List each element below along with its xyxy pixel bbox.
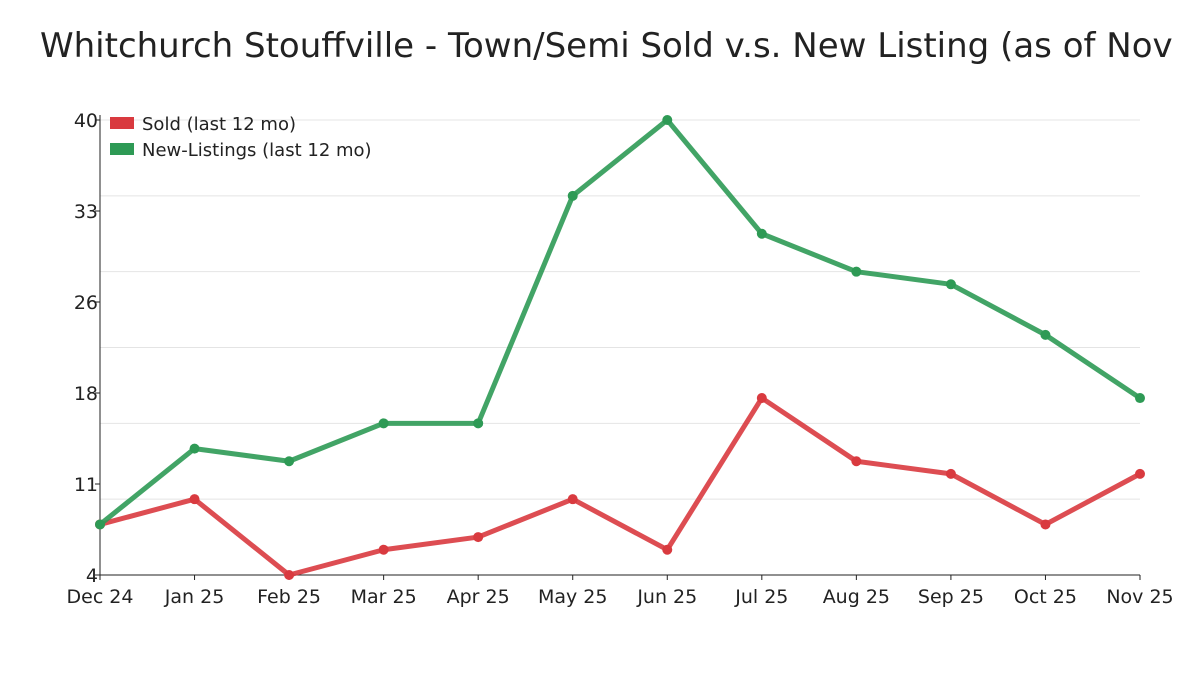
data-point — [662, 115, 673, 125]
x-tick-label: Oct 25 — [1014, 586, 1077, 608]
data-point — [189, 443, 200, 454]
x-tick-label: Aug 25 — [823, 586, 890, 608]
series-line-sold — [99, 395, 1142, 578]
y-tick-label: 33 — [74, 201, 98, 223]
legend-label: Sold (last 12 mo) — [142, 114, 296, 135]
data-point — [378, 544, 389, 555]
data-point — [567, 494, 578, 505]
data-point — [662, 544, 673, 555]
x-tick-label: May 25 — [538, 586, 608, 608]
data-point — [189, 494, 200, 505]
data-point — [756, 393, 767, 404]
x-tick-label: Feb 25 — [257, 586, 321, 608]
y-tick-label: 18 — [74, 383, 98, 405]
data-point — [756, 228, 767, 239]
x-tick-label: Jan 25 — [164, 586, 225, 608]
y-tick-label: 26 — [74, 292, 98, 314]
data-point — [284, 456, 295, 467]
data-point — [284, 570, 295, 580]
legend-swatch — [110, 117, 134, 129]
data-point — [1135, 468, 1145, 479]
data-point — [1135, 393, 1145, 404]
x-tick-label: Nov 25 — [1106, 586, 1173, 608]
y-tick-label: 11 — [74, 474, 98, 496]
x-tick-label: Jul 25 — [734, 586, 788, 608]
data-point — [1040, 329, 1051, 340]
data-point — [851, 456, 862, 467]
x-tick-label: Jun 25 — [636, 586, 697, 608]
data-point — [473, 532, 484, 543]
x-tick-label: Mar 25 — [351, 586, 417, 608]
data-point — [851, 266, 862, 277]
x-tick-label: Apr 25 — [447, 586, 510, 608]
series-line-new-listings — [98, 117, 1142, 527]
legend-swatch — [110, 143, 134, 155]
chart-title: Whitchurch Stouffville - Town/Semi Sold … — [40, 26, 1173, 66]
y-tick-label: 4 — [86, 565, 98, 587]
x-tick-label: Sep 25 — [918, 586, 984, 608]
data-point — [567, 190, 578, 201]
y-tick-label: 40 — [74, 110, 98, 132]
x-tick-label: Dec 24 — [67, 586, 134, 608]
data-point — [945, 279, 956, 290]
data-point — [1040, 519, 1051, 530]
data-point — [473, 418, 484, 429]
data-point — [378, 418, 389, 429]
legend-label: New-Listings (last 12 mo) — [142, 140, 372, 161]
data-point — [95, 519, 105, 530]
data-point — [945, 468, 956, 479]
